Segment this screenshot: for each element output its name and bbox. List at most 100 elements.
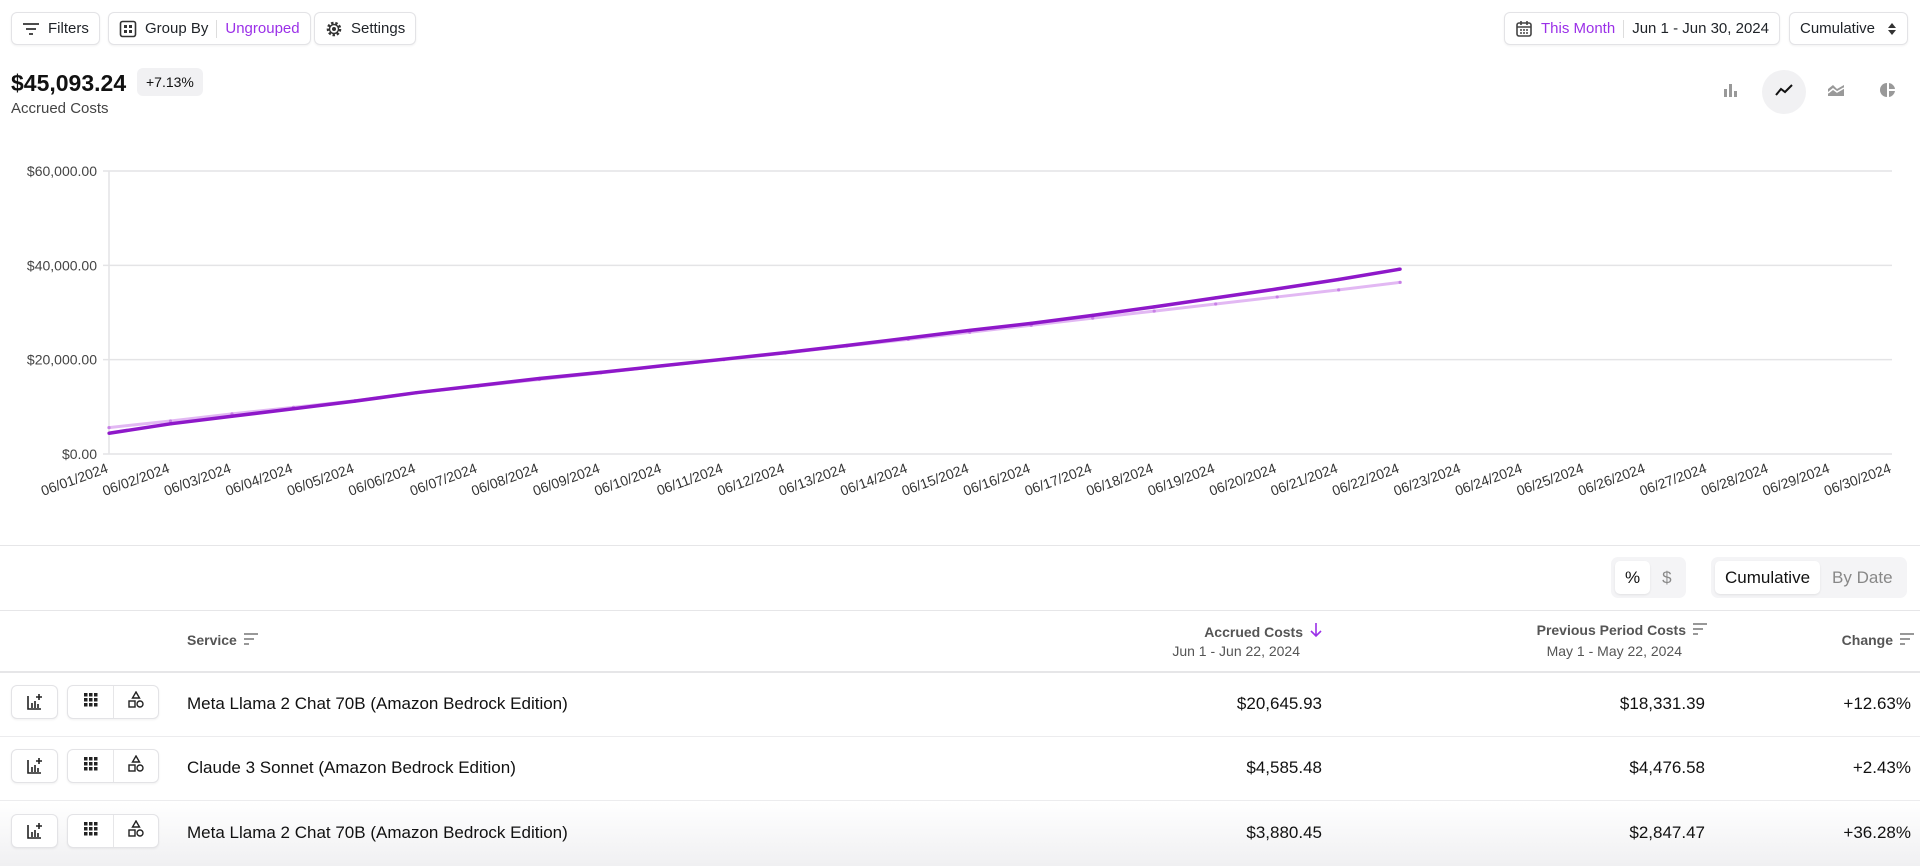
header-border xyxy=(0,671,1920,673)
table-row[interactable]: Meta Llama 2 Chat 70B (Amazon Bedrock Ed… xyxy=(0,802,1920,866)
data-point xyxy=(722,357,726,361)
previous-cost: $18,331.39 xyxy=(1619,694,1705,713)
service-name: Meta Llama 2 Chat 70B (Amazon Bedrock Ed… xyxy=(187,823,568,842)
accrued-range: Jun 1 - Jun 22, 2024 xyxy=(1172,643,1300,659)
x-tick-label: 06/09/2024 xyxy=(531,460,603,499)
date-range-button[interactable]: This Month Jun 1 - Jun 30, 2024 xyxy=(1504,12,1780,45)
by-date-toggle[interactable]: By Date xyxy=(1832,567,1893,587)
data-point xyxy=(1275,287,1279,291)
grid-icon xyxy=(119,20,137,38)
x-tick-label: 06/04/2024 xyxy=(223,460,295,499)
line-chart-button[interactable] xyxy=(1762,70,1806,114)
service-header[interactable]: Service xyxy=(187,632,259,648)
grid-dots-icon xyxy=(83,756,98,776)
data-point xyxy=(107,425,111,430)
y-tick-label: $40,000.00 xyxy=(27,257,97,273)
data-point xyxy=(1152,309,1156,313)
x-tick-label: 06/28/2024 xyxy=(1699,460,1771,499)
filters-button[interactable]: Filters xyxy=(11,12,100,45)
add-chart-button[interactable] xyxy=(11,814,58,848)
data-point xyxy=(1398,280,1402,284)
group-by-button[interactable]: Group By Ungrouped xyxy=(108,12,311,45)
previous-header-label: Previous Period Costs xyxy=(1536,622,1686,638)
x-tick-label: 06/15/2024 xyxy=(899,460,971,499)
view-toggle: Cumulative By Date xyxy=(1711,557,1907,598)
table-row[interactable]: Meta Llama 2 Chat 70B (Amazon Bedrock Ed… xyxy=(0,673,1920,737)
x-tick-label: 06/29/2024 xyxy=(1760,460,1832,499)
previous-header[interactable]: Previous Period Costs xyxy=(1537,622,1708,638)
x-tick-label: 06/03/2024 xyxy=(162,460,234,499)
previous-range: May 1 - May 22, 2024 xyxy=(1546,643,1682,659)
data-point xyxy=(968,328,972,333)
accrued-header[interactable]: Accrued Costs xyxy=(1204,622,1323,641)
shapes-button[interactable] xyxy=(113,815,158,847)
grid-dots-button[interactable] xyxy=(68,815,113,847)
table-row[interactable]: Claude 3 Sonnet (Amazon Bedrock Edition)… xyxy=(0,737,1920,801)
shapes-icon xyxy=(127,754,145,778)
shapes-button[interactable] xyxy=(113,686,158,718)
filters-label: Filters xyxy=(48,20,89,37)
cost-change: +12.63% xyxy=(1843,694,1911,713)
y-tick-label: $0.00 xyxy=(62,446,97,462)
grid-dots-button[interactable] xyxy=(68,686,113,718)
row-actions xyxy=(67,749,159,783)
cumulative-toggle[interactable]: Cumulative xyxy=(1715,561,1821,594)
x-tick-label: 06/23/2024 xyxy=(1391,460,1463,499)
date-range: Jun 1 - Jun 30, 2024 xyxy=(1632,20,1769,37)
filter-icon xyxy=(22,22,40,36)
data-point xyxy=(1337,288,1341,292)
arrow-down-icon xyxy=(1309,622,1323,641)
y-tick-label: $20,000.00 xyxy=(27,352,97,368)
shapes-button[interactable] xyxy=(113,750,158,782)
unit-toggle: % $ xyxy=(1611,557,1686,598)
add-chart-button[interactable] xyxy=(11,685,58,719)
grid-dots-button[interactable] xyxy=(68,750,113,782)
gear-icon xyxy=(325,20,343,38)
mode-select[interactable]: Cumulative xyxy=(1789,12,1908,45)
bar-chart-button[interactable] xyxy=(1709,70,1753,114)
chart-add-icon xyxy=(12,686,57,718)
previous-cost: $2,847.47 xyxy=(1629,823,1705,842)
change-header-label: Change xyxy=(1841,632,1893,648)
chart-add-icon xyxy=(12,815,57,847)
data-point xyxy=(414,391,419,395)
dollar-toggle[interactable]: $ xyxy=(1662,567,1672,587)
add-chart-button[interactable] xyxy=(11,749,58,783)
data-point xyxy=(1275,295,1279,299)
data-point xyxy=(599,370,603,375)
data-point xyxy=(1152,305,1156,309)
chart-add-icon xyxy=(12,750,57,782)
data-point xyxy=(291,407,296,411)
settings-label: Settings xyxy=(351,20,406,37)
divider xyxy=(0,545,1920,546)
current-period-line xyxy=(108,267,1401,435)
data-point xyxy=(1091,316,1095,320)
x-tick-label: 06/16/2024 xyxy=(961,460,1033,499)
data-point xyxy=(783,350,787,355)
y-tick-label: $60,000.00 xyxy=(27,163,97,179)
accrued-cost: $3,880.45 xyxy=(1246,823,1322,842)
data-point xyxy=(660,364,664,368)
sort-lines-icon xyxy=(243,632,259,648)
pie-chart-button[interactable] xyxy=(1866,70,1910,114)
sort-lines-icon xyxy=(1899,632,1915,648)
bar-chart-icon xyxy=(1723,82,1739,103)
service-name: Meta Llama 2 Chat 70B (Amazon Bedrock Ed… xyxy=(187,694,568,713)
x-tick-label: 06/30/2024 xyxy=(1822,460,1894,499)
change-header[interactable]: Change xyxy=(1842,632,1915,648)
area-chart-button[interactable] xyxy=(1814,70,1858,114)
grid-dots-icon xyxy=(83,692,98,712)
settings-button[interactable]: Settings xyxy=(314,12,417,45)
change-badge: +7.13% xyxy=(137,68,203,96)
x-tick-label: 06/12/2024 xyxy=(715,460,787,499)
table-top-border xyxy=(0,610,1920,611)
data-point xyxy=(168,422,173,426)
x-tick-label: 06/02/2024 xyxy=(100,460,172,499)
data-point xyxy=(1091,313,1095,317)
service-name: Claude 3 Sonnet (Amazon Bedrock Edition) xyxy=(187,758,516,777)
cost-line-chart: $0.00 $20,000.00 $40,000.00 $60,000.00 06/01… xyxy=(27,163,1894,499)
cost-change: +2.43% xyxy=(1852,758,1911,777)
date-preset: This Month xyxy=(1541,20,1616,37)
mode-value: Cumulative xyxy=(1800,20,1876,37)
percent-toggle[interactable]: % xyxy=(1615,561,1651,594)
